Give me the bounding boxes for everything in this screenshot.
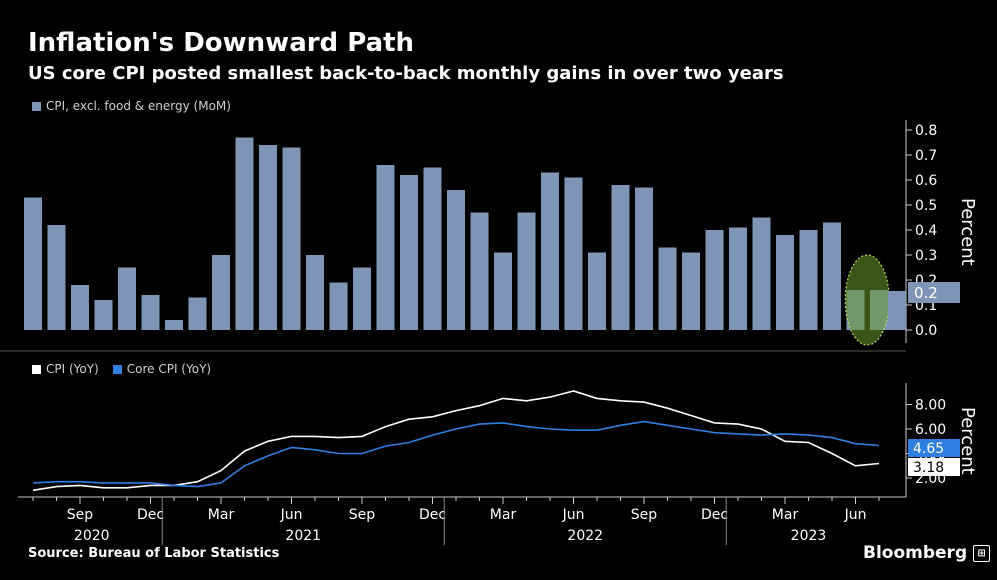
x-tick-label-month: Dec xyxy=(137,507,164,523)
x-tick-label-year: 2023 xyxy=(791,528,827,544)
y-tick-label-line: 6.00 xyxy=(915,422,946,438)
bar xyxy=(541,172,559,330)
bar xyxy=(353,267,371,330)
legend-swatch xyxy=(32,101,41,111)
bar xyxy=(188,297,207,330)
bar xyxy=(705,230,724,330)
bar xyxy=(400,175,418,330)
y-tick-label-bar: 0.7 xyxy=(915,148,937,164)
y-tick-label-bar: 0.4 xyxy=(915,223,937,239)
x-tick-label-month: Mar xyxy=(490,507,517,523)
bar xyxy=(447,190,465,330)
legend-label: CPI, excl. food & energy (MoM) xyxy=(46,99,231,113)
legend-label: CPI (YoY) xyxy=(46,362,99,376)
x-tick-label-month: Dec xyxy=(419,507,446,523)
x-tick-label-month: Jun xyxy=(844,507,867,523)
x-tick-label-month: Sep xyxy=(349,507,376,523)
bar xyxy=(141,295,160,330)
bar xyxy=(376,165,395,330)
bar xyxy=(564,177,583,330)
y-tick-label-bar: 0.5 xyxy=(915,198,937,214)
legend-item-core-mom: CPI, excl. food & energy (MoM) xyxy=(32,99,231,113)
current-value-label: 0.2 xyxy=(914,284,938,302)
end-label-box-core-cpi xyxy=(908,439,960,457)
bar xyxy=(470,212,489,330)
y-axis-title-line: Percent xyxy=(957,407,978,475)
series-line-cpi xyxy=(32,390,880,492)
y-tick-label-bar: 0.3 xyxy=(915,248,937,264)
current-value-connector xyxy=(888,291,906,330)
end-label-box-cpi xyxy=(908,458,960,476)
end-label-core-cpi: 4.65 xyxy=(913,441,944,457)
bar xyxy=(682,252,700,330)
bar xyxy=(306,255,324,330)
x-tick-label-month: Mar xyxy=(208,507,235,523)
x-tick-label-month: Jun xyxy=(280,507,303,523)
x-tick-label-year: 2022 xyxy=(567,528,603,544)
bar xyxy=(165,320,183,330)
bar xyxy=(588,252,606,330)
x-tick-label-year: 2020 xyxy=(74,528,110,544)
current-value-box xyxy=(908,282,960,303)
bar xyxy=(776,235,794,330)
legend-item-cpi: CPI (YoY) xyxy=(32,362,99,376)
brand-name: Bloomberg xyxy=(863,543,968,563)
bar xyxy=(118,267,136,330)
legend-item-core-cpi: Core CPI (YoY) xyxy=(112,362,212,376)
bar xyxy=(494,252,512,330)
x-tick-label-month: Sep xyxy=(631,507,658,523)
bar xyxy=(24,197,42,330)
series-line-core-cpi xyxy=(32,420,880,488)
chart-title: Inflation's Downward Path xyxy=(28,28,415,58)
y-tick-label-bar: 0.6 xyxy=(915,173,937,189)
x-tick-label-month: Mar xyxy=(772,507,799,523)
source-note: Source: Bureau of Labor Statistics xyxy=(28,546,280,561)
bar xyxy=(235,137,254,330)
bar xyxy=(823,222,841,330)
legend-label: Core CPI (YoY) xyxy=(126,362,212,376)
bar xyxy=(635,187,653,330)
bar xyxy=(423,167,442,330)
bar xyxy=(611,185,630,330)
y-tick-label-bar: 0.8 xyxy=(915,123,937,139)
x-tick-label-month: Jun xyxy=(562,507,585,523)
legend-swatch xyxy=(32,364,41,374)
bar xyxy=(799,230,818,330)
bar xyxy=(71,285,89,330)
x-tick-label-month: Dec xyxy=(701,507,728,523)
bar xyxy=(658,247,677,330)
end-label-cpi: 3.18 xyxy=(913,460,944,476)
chart-subtitle: US core CPI posted smallest back-to-back… xyxy=(28,63,784,84)
legend-swatch xyxy=(112,364,122,374)
y-axis-title-bar: Percent xyxy=(957,198,978,266)
x-tick-label-month: Sep xyxy=(67,507,94,523)
highlight-ellipse xyxy=(844,254,890,346)
bar xyxy=(729,227,747,330)
bar xyxy=(752,217,771,330)
brand-logo: Bloomberg ⊞ xyxy=(863,543,991,563)
bar xyxy=(259,145,277,330)
bar xyxy=(47,225,66,330)
bar-legend: CPI, excl. food & energy (MoM) xyxy=(32,99,231,113)
bar xyxy=(329,282,348,330)
x-tick-label-year: 2021 xyxy=(285,528,321,544)
line-legend: CPI (YoY) Core CPI (YoY) xyxy=(32,362,211,376)
bar xyxy=(212,255,230,330)
y-tick-label-bar: 0.0 xyxy=(915,323,937,339)
y-tick-label-line: 8.00 xyxy=(915,398,946,414)
bar xyxy=(94,300,113,330)
bar xyxy=(517,212,536,330)
brand-icon: ⊞ xyxy=(973,544,991,562)
bar xyxy=(282,147,301,330)
